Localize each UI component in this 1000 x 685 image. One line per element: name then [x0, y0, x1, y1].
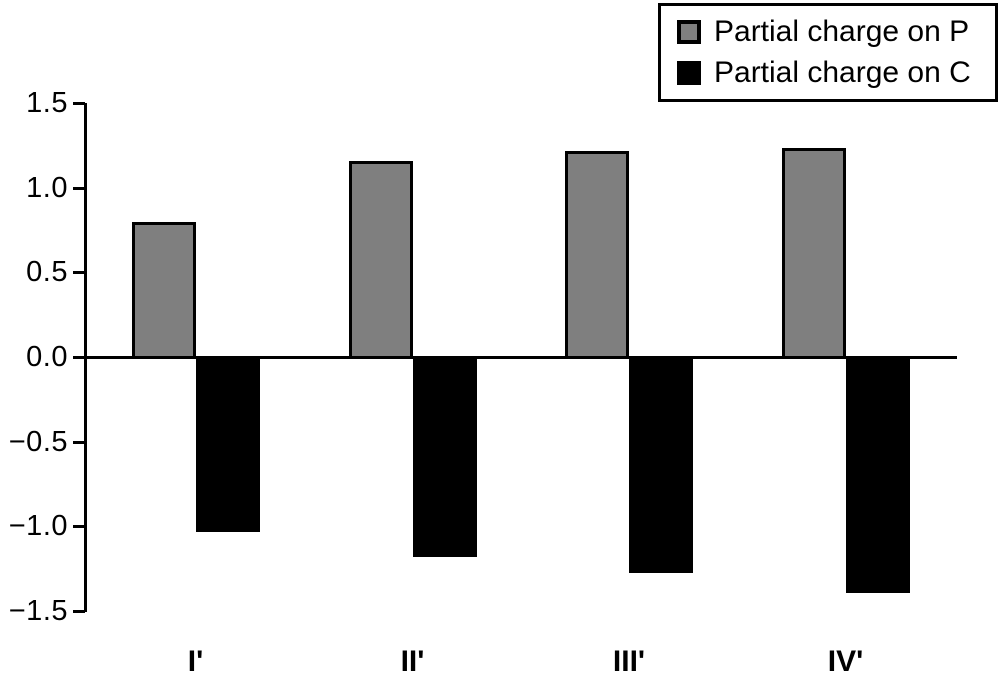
y-tick-label: −1.5 — [8, 594, 68, 627]
y-tick-label: 1.0 — [26, 171, 68, 204]
bar-partial-charge-p-II' — [348, 161, 413, 359]
bar-partial-charge-p-III' — [565, 150, 629, 359]
legend-swatch-gray-icon — [677, 19, 701, 44]
y-tick-label: 1.5 — [26, 87, 68, 120]
y-tick — [73, 102, 85, 106]
bar-partial-charge-c-IV' — [845, 356, 910, 593]
bar-partial-charge-c-III' — [629, 356, 693, 573]
y-tick-label: 0.0 — [26, 341, 68, 373]
y-tick-label: 0.5 — [26, 256, 68, 289]
y-tick — [73, 525, 85, 529]
x-category-label-IV': IV' — [827, 645, 864, 678]
bar-partial-charge-c-I' — [195, 356, 260, 532]
y-tick — [73, 440, 85, 444]
legend-swatch-black-icon — [677, 61, 701, 86]
legend-label-p: Partial charge on P — [714, 14, 970, 48]
y-tick-label: −0.5 — [8, 425, 68, 458]
x-category-label-I': I' — [187, 645, 204, 678]
legend-item-c: Partial charge on C — [677, 57, 995, 89]
y-tick — [73, 356, 85, 359]
legend-box: Partial charge on P Partial charge on C — [658, 3, 998, 102]
legend-item-p: Partial charge on P — [677, 14, 995, 48]
x-category-label-II': II' — [400, 645, 425, 678]
x-category-label-III': III' — [612, 645, 646, 678]
y-tick — [73, 271, 85, 275]
bar-partial-charge-c-II' — [412, 356, 477, 558]
bar-partial-charge-p-I' — [131, 222, 196, 359]
y-tick — [73, 186, 85, 190]
bar-partial-charge-p-IV' — [781, 147, 846, 359]
legend-label-c: Partial charge on C — [714, 56, 971, 90]
zero-baseline — [73, 356, 957, 359]
y-tick-label: −1.0 — [8, 510, 68, 543]
y-tick — [73, 609, 85, 613]
